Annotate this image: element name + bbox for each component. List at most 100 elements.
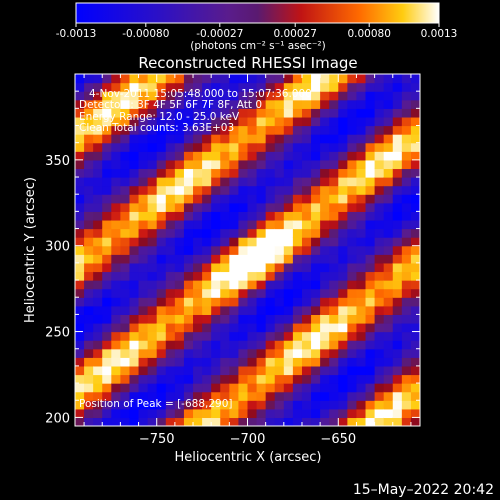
heatmap-cell (93, 348, 103, 358)
heatmap-cell (347, 297, 358, 307)
heatmap-cell (301, 151, 312, 161)
heatmap-cell (256, 168, 267, 178)
heatmap-cell (102, 391, 112, 401)
heatmap-cell (193, 168, 203, 178)
heatmap-cell (265, 211, 276, 221)
heatmap-cell (193, 408, 203, 419)
heatmap-cell (383, 254, 394, 264)
heatmap-cell (211, 159, 221, 170)
heatmap-cell (338, 134, 348, 144)
heatmap-cell (183, 262, 194, 273)
heatmap-cell (147, 365, 158, 376)
heatmap-cell (329, 177, 339, 187)
heatmap-cell (329, 288, 339, 298)
heatmap-cell (229, 99, 240, 109)
heatmap-cell (401, 82, 412, 92)
heatmap-cell (338, 417, 348, 426)
heatmap-cell (320, 74, 330, 84)
heatmap-cell (320, 151, 330, 161)
heatmap-cell (165, 159, 176, 170)
heatmap-cell (410, 211, 420, 221)
heatmap-cell (220, 194, 230, 204)
heatmap-cell (311, 400, 321, 410)
heatmap-cell (174, 254, 185, 264)
heatmap-cell (193, 400, 203, 410)
heatmap-cell (93, 245, 103, 255)
heatmap-cell (129, 280, 140, 290)
heatmap-cell (374, 262, 385, 273)
heatmap-cell (338, 219, 348, 230)
heatmap-cell (183, 391, 194, 401)
heatmap-cell (265, 408, 276, 419)
heatmap-cell (202, 391, 212, 401)
heatmap-cell (93, 82, 103, 92)
heatmap-cell (220, 91, 230, 101)
heatmap-cell (311, 99, 321, 109)
heatmap-cell (265, 116, 276, 127)
heatmap-cell (410, 365, 420, 376)
heatmap-cell (120, 288, 131, 298)
heatmap-cell (329, 116, 339, 127)
heatmap-cell (138, 151, 149, 161)
heatmap-cell (84, 82, 94, 92)
heatmap-cell (84, 391, 94, 401)
heatmap-cell (265, 314, 276, 324)
heatmap-cell (229, 168, 240, 178)
heatmap-cell (138, 331, 149, 341)
heatmap-cell (247, 91, 258, 101)
heatmap-cell (120, 374, 131, 384)
heatmap-cell (283, 297, 294, 307)
heatmap-cell (347, 142, 358, 152)
heatmap-cell (374, 280, 385, 290)
heatmap-cell (365, 340, 376, 350)
heatmap-cell (102, 374, 112, 384)
heatmap-cell (383, 314, 394, 324)
annotation-clean: Clean Total counts: 3.63E+03 (79, 122, 234, 134)
heatmap-cell (356, 305, 367, 315)
heatmap-cell (301, 228, 312, 238)
heatmap-cell (229, 305, 240, 315)
heatmap-cell (93, 383, 103, 393)
heatmap-cell (174, 383, 185, 393)
heatmap-cell (193, 383, 203, 393)
heatmap-cell (410, 151, 420, 161)
heatmap-cell (102, 340, 112, 350)
heatmap-cell (292, 245, 303, 255)
heatmap-cell (265, 194, 276, 204)
heatmap-cell (102, 262, 112, 273)
heatmap-cell (156, 159, 167, 170)
heatmap-cell (374, 408, 385, 419)
heatmap-cell (174, 348, 185, 358)
heatmap-cell (183, 177, 194, 187)
heatmap-cell (193, 202, 203, 212)
heatmap-cell (365, 314, 376, 324)
heatmap-cell (256, 142, 267, 152)
heatmap-cell (329, 228, 339, 238)
heatmap-cell (320, 357, 330, 367)
heatmap-cell (392, 108, 403, 118)
heatmap-cell (174, 177, 185, 187)
heatmap-cell (129, 82, 140, 92)
colorbar-tick-label: -0.0013 (56, 28, 97, 40)
heatmap-cell (147, 314, 158, 324)
heatmap-cell (347, 159, 358, 170)
heatmap-cell (311, 211, 321, 221)
heatmap-cell (265, 74, 276, 84)
heatmap-cell (274, 245, 285, 255)
x-tick-label: −700 (230, 432, 266, 447)
heatmap-cell (183, 194, 194, 204)
heatmap-cell (383, 91, 394, 101)
heatmap-cell (274, 194, 285, 204)
heatmap-cell (202, 271, 212, 281)
heatmap-cell (138, 305, 149, 315)
heatmap-cell (84, 357, 94, 367)
heatmap-cell (329, 168, 339, 178)
heatmap-cell (229, 219, 240, 230)
heatmap-cell (75, 365, 85, 376)
heatmap-cell (193, 99, 203, 109)
heatmap-cell (111, 116, 121, 127)
heatmap-cell (292, 322, 303, 333)
heatmap-cell (283, 331, 294, 341)
heatmap-cell (129, 91, 140, 101)
heatmap-cell (238, 125, 249, 135)
